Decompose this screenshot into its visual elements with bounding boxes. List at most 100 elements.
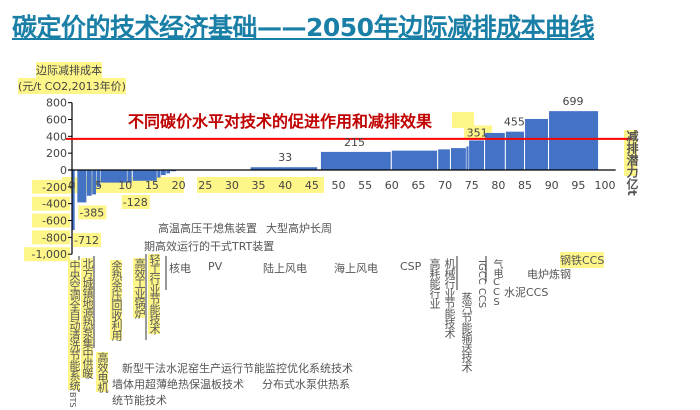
x-tick-label: 0: [69, 179, 76, 192]
tech-label-cdq: 高温高压干熄焦装置: [158, 222, 257, 235]
tech-label-eaf: 电炉炼钢: [527, 268, 571, 281]
y-axis-title-line2: (元/t CO2,2013年价): [18, 78, 126, 94]
data-label: 699: [563, 95, 584, 108]
bar: [469, 140, 485, 170]
tech-label-water-pump-2: 统节能技术: [112, 394, 167, 407]
x-tick-label: 55: [358, 179, 372, 192]
bar: [250, 167, 318, 170]
y-tick-label: -800: [42, 231, 67, 244]
data-label: -385: [79, 206, 104, 219]
bar: [127, 170, 132, 183]
x-tick-label: 45: [305, 179, 319, 192]
tech-label-pv: PV: [208, 260, 223, 273]
y-tick-highlight: [32, 213, 70, 228]
x-tick-label: 30: [225, 179, 239, 192]
tech-label-bts: BTS: [68, 392, 77, 408]
tech-label-csp: CSP: [400, 260, 422, 273]
annotation-text: 不同碳价水平对技术的促进作用和减排效果: [128, 112, 433, 131]
tech-label-cement-ccs: 水泥CCS: [504, 286, 549, 299]
bar: [166, 170, 171, 174]
y-tick-highlight: [24, 247, 70, 262]
x-tick-label: 100: [595, 179, 616, 192]
tech-label-light-industry: 轻工行业节能技术: [148, 254, 161, 334]
tech-label-steel-ccs: 钢铁CCS: [560, 252, 605, 268]
tech-label-water-pump-1: 分布式水泵供热系: [262, 378, 350, 391]
bar: [466, 146, 469, 170]
y-tick-label: 800: [46, 97, 67, 110]
bar: [161, 170, 166, 176]
bar: [485, 132, 505, 170]
x-tick-label: 20: [172, 179, 186, 192]
y-tick-label: -200: [42, 181, 67, 194]
y-tick-highlight: [32, 196, 70, 211]
tech-label-machinery: 机械行业节能技术: [443, 258, 456, 338]
bar: [438, 149, 450, 170]
y-tick-label: 0: [60, 164, 67, 177]
page-title: 碳定价的技术经济基础——2050年边际减排成本曲线: [12, 13, 595, 42]
tech-label-offshore-wind: 海上风电: [334, 262, 378, 275]
y-tick-label: -600: [42, 215, 67, 228]
x-tick-label: 85: [518, 179, 532, 192]
x-tick-label: 60: [385, 179, 399, 192]
x-title-highlight: [624, 130, 637, 176]
bar: [92, 170, 96, 195]
y-tick-label: -1,000: [32, 248, 67, 261]
bar: [86, 170, 92, 196]
bar: [77, 170, 87, 203]
tech-label-steam: 蒸汽节能输送技术: [460, 292, 473, 372]
bar: [391, 150, 438, 170]
x-tick-label: 15: [145, 179, 159, 192]
data-label: 455: [504, 116, 525, 129]
tech-label-high-energy: 高耗能行业: [428, 258, 441, 308]
data-label-highlight: [78, 205, 107, 220]
tech-label-wall-board: 墙体用超薄绝热保温板技术: [112, 378, 244, 391]
tech-label-central-ac: 中央空调全自动清洗节能系统: [68, 260, 81, 390]
x-tick-label: 90: [545, 179, 559, 192]
tech-label-blast-furnace-1: 大型高炉长周: [266, 222, 332, 235]
x-tick-label: 35: [252, 179, 266, 192]
x-axis-title: 减排潜力亿t: [625, 130, 639, 196]
tech-label-igcc: IGCC CCS: [476, 260, 487, 309]
data-label-highlight: [121, 195, 150, 209]
x-tick-label: 10: [118, 179, 132, 192]
bar: [549, 111, 599, 170]
y-axis-title-line1: 边际减排成本: [36, 62, 102, 78]
y-tick-label: -400: [42, 198, 67, 211]
data-label: -712: [74, 234, 99, 247]
x-tick-label: 95: [571, 179, 585, 192]
y-tick-highlight: [32, 179, 70, 194]
data-label: 33: [278, 151, 292, 164]
bar: [505, 131, 524, 170]
bar: [100, 170, 127, 183]
tech-label-boiler: 高效工业锅炉: [133, 258, 146, 318]
tech-label-gas-ccs: 气电CCS: [491, 259, 502, 307]
tick-highlight: [197, 177, 324, 193]
x-tick-label: 80: [491, 179, 505, 192]
tech-label-waste-heat: 余热余压回收利用: [110, 260, 123, 340]
y-tick-label: 600: [46, 113, 67, 126]
x-tick-label: 25: [198, 179, 212, 192]
data-label: 351: [467, 126, 488, 139]
bar: [320, 151, 391, 170]
data-label-highlight: [73, 232, 101, 247]
bar: [72, 170, 75, 230]
tech-label-blast-furnace-2: 期高效运行的干式TRT装置: [144, 240, 275, 253]
y-tick-label: 400: [46, 130, 67, 143]
bar: [157, 170, 161, 178]
bar: [96, 170, 101, 187]
annotation-highlight: [452, 112, 474, 128]
tech-label-heat-pump: 北方城镇地源热泵集中供暖: [81, 258, 94, 378]
y-tick-highlight: [32, 230, 70, 245]
x-tick-label: 65: [411, 179, 425, 192]
x-tick-label: 75: [465, 179, 479, 192]
tech-label-onshore-wind: 陆上风电: [263, 262, 307, 275]
tech-label-cement-kiln: 新型干法水泥窑生产运行节能监控优化系统技术: [122, 362, 353, 375]
x-tick-label: 70: [438, 179, 452, 192]
bar: [132, 170, 157, 181]
x-tick-label: 50: [332, 179, 346, 192]
data-label: 215: [344, 136, 365, 149]
data-label: -128: [123, 196, 148, 209]
y-tick-label: 200: [46, 147, 67, 160]
